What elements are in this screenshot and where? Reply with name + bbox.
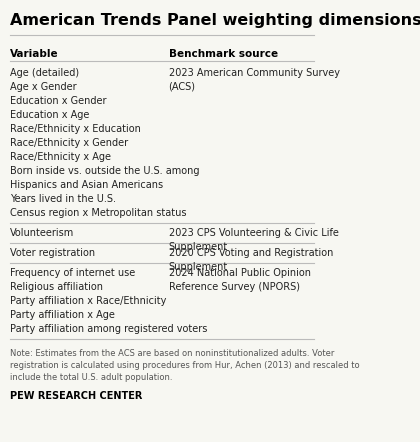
Text: Frequency of internet use: Frequency of internet use (10, 268, 135, 278)
Text: Religious affiliation: Religious affiliation (10, 282, 103, 292)
Text: Voter registration: Voter registration (10, 248, 95, 258)
Text: Education x Age: Education x Age (10, 110, 89, 120)
Text: Supplement: Supplement (168, 242, 228, 252)
Text: 2023 CPS Volunteering & Civic Life: 2023 CPS Volunteering & Civic Life (168, 228, 339, 238)
Text: Born inside vs. outside the U.S. among: Born inside vs. outside the U.S. among (10, 166, 199, 176)
Text: Age x Gender: Age x Gender (10, 82, 76, 91)
Text: American Trends Panel weighting dimensions: American Trends Panel weighting dimensio… (10, 13, 420, 28)
Text: Age (detailed): Age (detailed) (10, 68, 79, 77)
Text: 2023 American Community Survey: 2023 American Community Survey (168, 68, 339, 77)
Text: registration is calculated using procedures from Hur, Achen (2013) and rescaled : registration is calculated using procedu… (10, 361, 360, 370)
Text: Benchmark source: Benchmark source (168, 49, 278, 59)
Text: PEW RESEARCH CENTER: PEW RESEARCH CENTER (10, 391, 142, 401)
Text: 2020 CPS Voting and Registration: 2020 CPS Voting and Registration (168, 248, 333, 258)
Text: Reference Survey (NPORS): Reference Survey (NPORS) (168, 282, 299, 292)
Text: Note: Estimates from the ACS are based on noninstitutionalized adults. Voter: Note: Estimates from the ACS are based o… (10, 349, 334, 358)
Text: Volunteerism: Volunteerism (10, 228, 74, 238)
Text: Race/Ethnicity x Education: Race/Ethnicity x Education (10, 124, 141, 134)
Text: Hispanics and Asian Americans: Hispanics and Asian Americans (10, 180, 163, 191)
Text: Years lived in the U.S.: Years lived in the U.S. (10, 194, 116, 204)
Text: Race/Ethnicity x Gender: Race/Ethnicity x Gender (10, 138, 128, 148)
Text: (ACS): (ACS) (168, 82, 196, 91)
Text: Supplement: Supplement (168, 262, 228, 272)
Text: Race/Ethnicity x Age: Race/Ethnicity x Age (10, 152, 111, 162)
Text: Party affiliation x Age: Party affiliation x Age (10, 310, 115, 320)
Text: Census region x Metropolitan status: Census region x Metropolitan status (10, 209, 186, 218)
Text: include the total U.S. adult population.: include the total U.S. adult population. (10, 373, 172, 382)
Text: Party affiliation x Race/Ethnicity: Party affiliation x Race/Ethnicity (10, 296, 166, 306)
Text: 2024 National Public Opinion: 2024 National Public Opinion (168, 268, 310, 278)
Text: Variable: Variable (10, 49, 58, 59)
Text: Party affiliation among registered voters: Party affiliation among registered voter… (10, 324, 207, 334)
Text: Education x Gender: Education x Gender (10, 96, 106, 106)
